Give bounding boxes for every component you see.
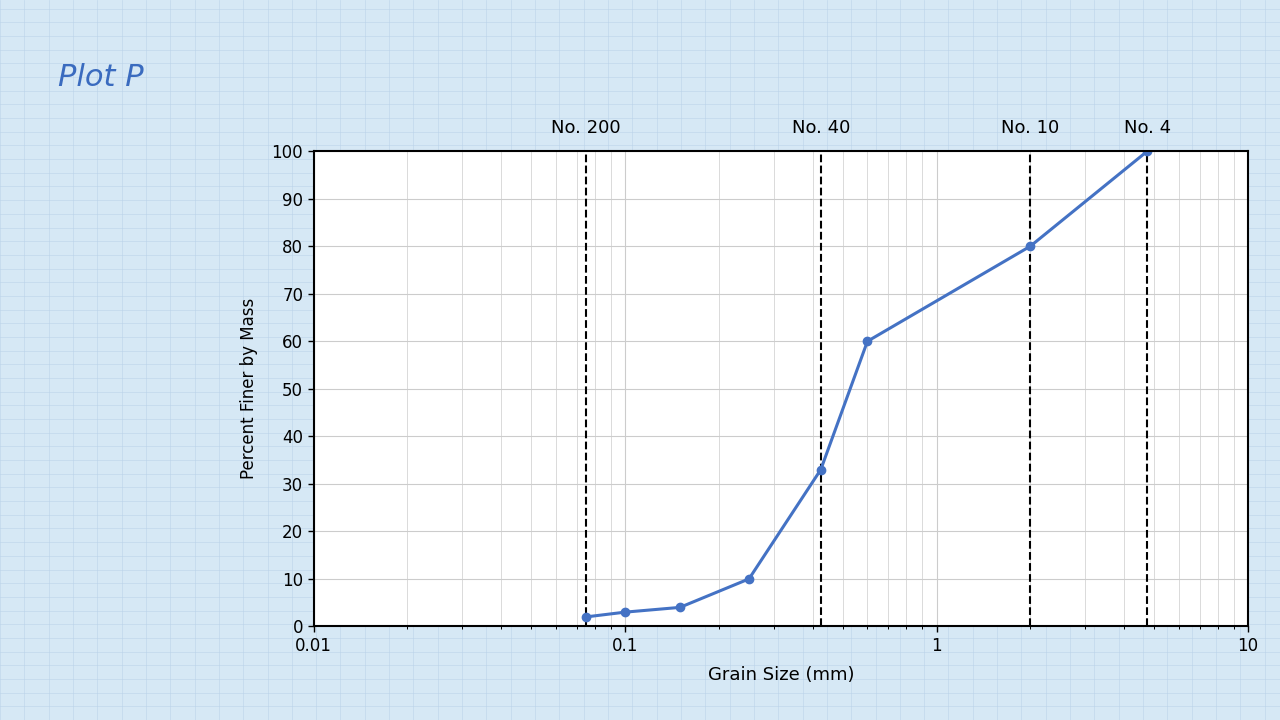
- X-axis label: Grain Size (mm): Grain Size (mm): [708, 666, 854, 684]
- Text: Plot P: Plot P: [58, 63, 143, 92]
- Text: No. 4: No. 4: [1124, 120, 1171, 138]
- Text: No. 40: No. 40: [791, 120, 850, 138]
- Y-axis label: Percent Finer by Mass: Percent Finer by Mass: [239, 298, 257, 480]
- Text: No. 200: No. 200: [552, 120, 621, 138]
- Text: No. 10: No. 10: [1001, 120, 1060, 138]
